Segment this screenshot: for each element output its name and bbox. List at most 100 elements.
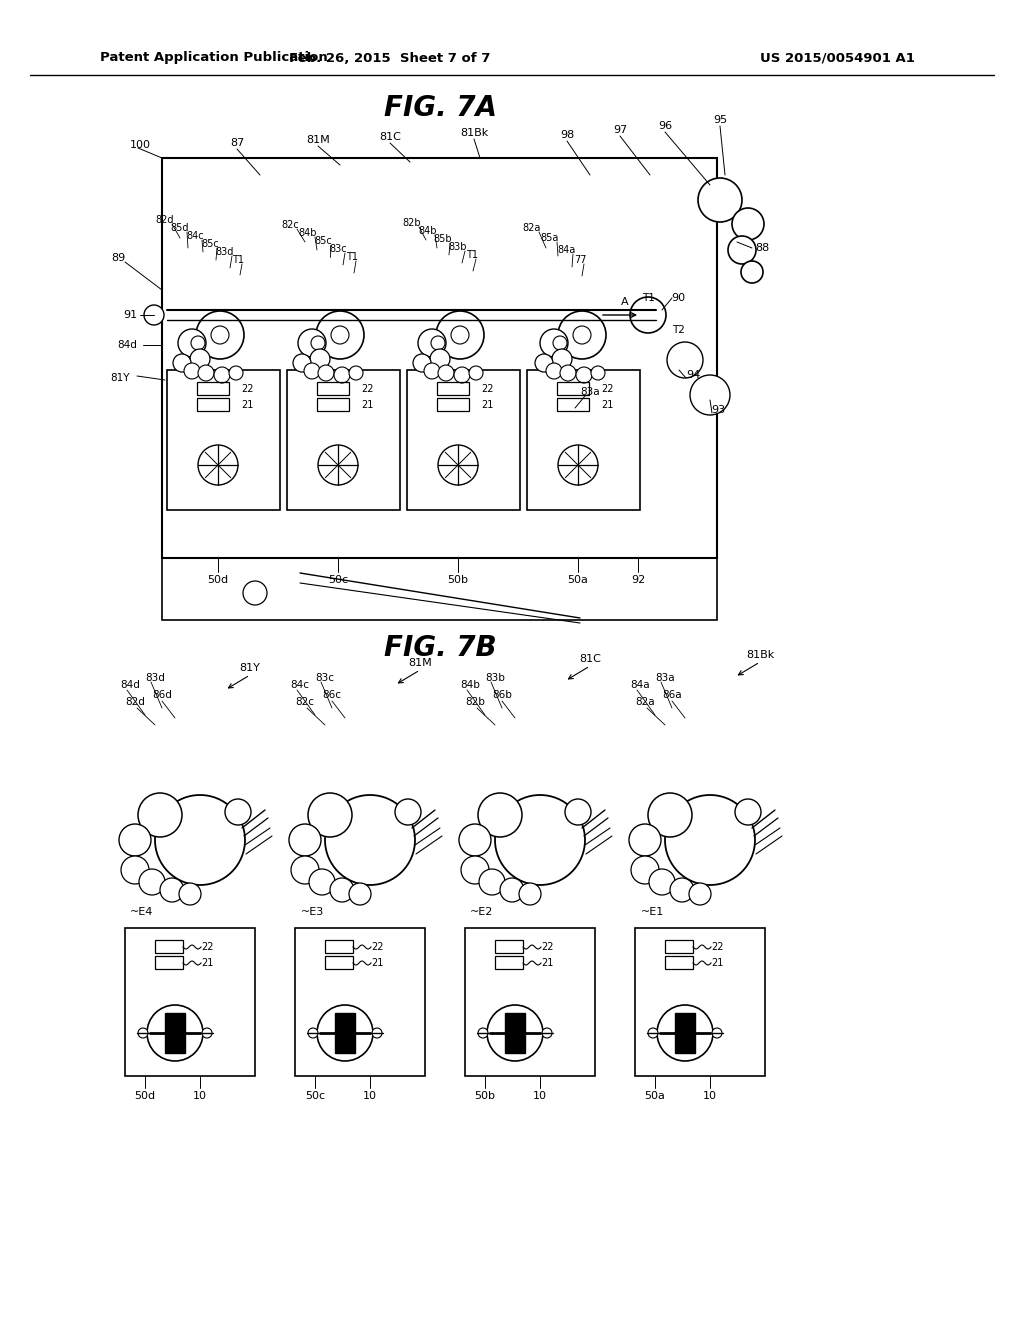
Circle shape [138, 1028, 148, 1038]
Circle shape [461, 855, 489, 884]
Text: 84b: 84b [299, 228, 317, 238]
Text: 10: 10 [534, 1092, 547, 1101]
Circle shape [629, 824, 662, 855]
Text: 81C: 81C [379, 132, 401, 143]
Bar [505, 1012, 525, 1053]
Circle shape [732, 209, 764, 240]
Text: 85c: 85c [314, 236, 332, 246]
Circle shape [565, 799, 591, 825]
Bar [287, 370, 400, 510]
Text: 82c: 82c [295, 697, 314, 708]
Text: 84c: 84c [290, 680, 309, 690]
Text: 82c: 82c [282, 220, 299, 230]
Text: 83d: 83d [145, 673, 165, 682]
Text: 84a: 84a [557, 246, 575, 255]
Text: FIG. 7A: FIG. 7A [384, 94, 497, 121]
Circle shape [657, 1005, 713, 1061]
Bar [557, 381, 589, 395]
Text: 85a: 85a [541, 234, 559, 243]
Circle shape [229, 366, 243, 380]
Circle shape [479, 869, 505, 895]
Text: 50c: 50c [328, 576, 348, 585]
Text: 22: 22 [541, 942, 553, 952]
Bar [665, 956, 693, 969]
Bar [325, 940, 353, 953]
Text: 83b: 83b [485, 673, 505, 682]
Circle shape [495, 795, 585, 884]
Text: Patent Application Publication: Patent Application Publication [100, 51, 328, 65]
Circle shape [665, 795, 755, 884]
Circle shape [413, 354, 431, 372]
Circle shape [293, 354, 311, 372]
Bar [317, 399, 349, 411]
Circle shape [173, 354, 191, 372]
Circle shape [670, 878, 694, 902]
Text: 86c: 86c [322, 690, 341, 700]
Circle shape [478, 793, 522, 837]
Bar [437, 381, 469, 395]
Text: 91: 91 [123, 310, 137, 319]
Circle shape [648, 1028, 658, 1038]
Text: 82a: 82a [635, 697, 654, 708]
Text: 89: 89 [111, 253, 125, 263]
Circle shape [741, 261, 763, 282]
Text: US 2015/0054901 A1: US 2015/0054901 A1 [760, 51, 914, 65]
Circle shape [179, 883, 201, 906]
Text: 81M: 81M [409, 657, 432, 668]
Text: 95: 95 [713, 115, 727, 125]
Text: T2: T2 [672, 325, 684, 335]
Circle shape [372, 1028, 382, 1038]
Circle shape [225, 799, 251, 825]
Text: 77: 77 [573, 255, 587, 265]
Circle shape [560, 366, 575, 381]
Text: 83a: 83a [581, 387, 600, 397]
Circle shape [712, 1028, 722, 1038]
Circle shape [546, 363, 562, 379]
Text: 87: 87 [229, 139, 244, 148]
Text: 81C: 81C [579, 653, 601, 664]
Circle shape [698, 178, 742, 222]
Circle shape [349, 883, 371, 906]
Text: 84b: 84b [460, 680, 480, 690]
Circle shape [540, 329, 568, 356]
Circle shape [196, 312, 244, 359]
Bar [527, 370, 640, 510]
Bar [167, 370, 280, 510]
Text: 84d: 84d [120, 680, 140, 690]
Text: 81Y: 81Y [240, 663, 260, 673]
Circle shape [291, 855, 319, 884]
Text: ~E1: ~E1 [640, 907, 664, 917]
Text: 10: 10 [362, 1092, 377, 1101]
Circle shape [155, 795, 245, 884]
Circle shape [631, 855, 659, 884]
Circle shape [542, 1028, 552, 1038]
Text: 83a: 83a [655, 673, 675, 682]
Bar [317, 381, 349, 395]
Text: 86a: 86a [662, 690, 682, 700]
Text: 22: 22 [360, 384, 374, 393]
Circle shape [298, 329, 326, 356]
Text: 22: 22 [371, 942, 383, 952]
Text: Feb. 26, 2015  Sheet 7 of 7: Feb. 26, 2015 Sheet 7 of 7 [290, 51, 490, 65]
Text: 83b: 83b [449, 242, 467, 252]
Text: T1: T1 [346, 252, 358, 261]
Circle shape [535, 354, 553, 372]
Text: 82d: 82d [156, 215, 174, 224]
Circle shape [311, 337, 325, 350]
Circle shape [147, 1005, 203, 1061]
Bar [465, 928, 595, 1076]
Text: A: A [622, 297, 629, 308]
Text: T1: T1 [466, 249, 478, 260]
Bar [407, 370, 520, 510]
Text: 85d: 85d [171, 223, 189, 234]
Circle shape [160, 878, 184, 902]
Circle shape [308, 793, 352, 837]
Text: 86b: 86b [492, 690, 512, 700]
Text: T1: T1 [642, 293, 654, 304]
Bar [635, 928, 765, 1076]
Text: 22: 22 [711, 942, 723, 952]
Text: 83c: 83c [315, 673, 334, 682]
Bar [162, 558, 717, 620]
Circle shape [487, 1005, 543, 1061]
Text: 98: 98 [560, 129, 574, 140]
